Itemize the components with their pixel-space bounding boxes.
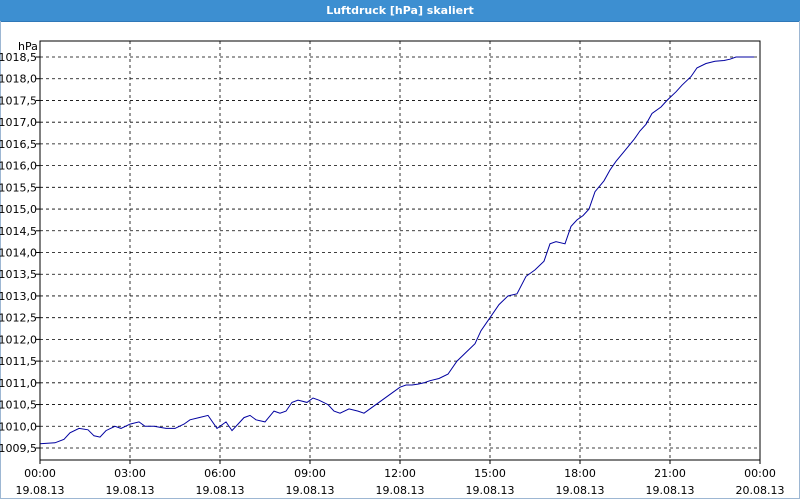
x-tick-label-date: 19.08.13: [646, 484, 695, 497]
y-tick-label: 1012,0: [0, 333, 37, 346]
y-axis-unit-label: hPa: [18, 40, 38, 53]
plot-area-border: [39, 40, 761, 461]
pressure-series-line: [39, 56, 754, 445]
y-tick-label: 1014,0: [0, 247, 37, 260]
x-axis-tick-labels: 00:00 19.08.13 03:00 19.08.13 06:00 19.08.13 0…: [16, 467, 785, 497]
y-tick-label: 1013,5: [0, 268, 37, 281]
x-tick-label-time: 18:00: [564, 467, 596, 480]
y-tick-label: 1017,5: [0, 94, 37, 107]
x-tick-label-date: 19.08.13: [466, 484, 515, 497]
y-tick-label: 1012,5: [0, 312, 37, 325]
x-tick-label-date: 19.08.13: [106, 484, 155, 497]
y-tick-label: 1017,0: [0, 116, 37, 129]
x-tick-label-time: 09:00: [294, 467, 326, 480]
y-axis-tick-labels: 1009,5 1010,0 1010,5 1011,0 1011,5 1012,0 1012…: [0, 51, 37, 455]
y-tick-label: 1013,0: [0, 290, 37, 303]
y-tick-label: 1014,5: [0, 225, 37, 238]
chart-window-title: Luftdruck [hPa] skaliert: [0, 0, 800, 22]
x-tick-label-date: 19.08.13: [556, 484, 605, 497]
x-tick-label-time: 15:00: [474, 467, 506, 480]
x-tick-label-date: 19.08.13: [16, 484, 65, 497]
x-tick-label-time: 03:00: [114, 467, 146, 480]
x-tick-label-date: 19.08.13: [196, 484, 245, 497]
y-tick-label: 1010,0: [0, 420, 37, 433]
y-tick-label: 1010,5: [0, 399, 37, 412]
x-tick-label-date: 20.08.13: [736, 484, 785, 497]
y-tick-label: 1018,5: [0, 51, 37, 64]
y-tick-label: 1016,5: [0, 138, 37, 151]
series-layer: [39, 56, 754, 445]
x-tick-label-date: 19.08.13: [286, 484, 335, 497]
x-tick-label-time: 00:00: [744, 467, 776, 480]
y-tick-label: 1011,5: [0, 355, 37, 368]
y-tick-label: 1009,5: [0, 442, 37, 455]
x-tick-label-time: 06:00: [204, 467, 236, 480]
y-tick-label: 1018,0: [0, 73, 37, 86]
x-tick-label-time: 00:00: [24, 467, 56, 480]
y-tick-label: 1016,0: [0, 160, 37, 173]
x-tick-label-date: 19.08.13: [376, 484, 425, 497]
y-tick-label: 1015,5: [0, 181, 37, 194]
y-tick-label: 1015,0: [0, 203, 37, 216]
y-tick-label: 1011,0: [0, 377, 37, 390]
grid-lines: [36, 41, 761, 464]
x-tick-label-time: 21:00: [654, 467, 686, 480]
x-tick-label-time: 12:00: [384, 467, 416, 480]
